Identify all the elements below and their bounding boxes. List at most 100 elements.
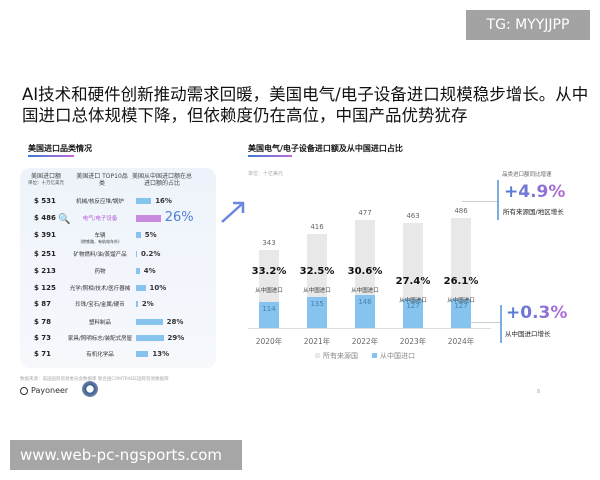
category-panel [20,168,216,368]
share-bar [136,351,149,357]
import-amount: $ 73 [34,334,52,342]
category-name: 珍珠/宝石/金属/硬币 [60,300,140,308]
share-label: 26.1% 从中国进口 [436,276,486,306]
year-label: 2021年 [303,337,331,346]
share-percent: 33.2% [251,266,287,277]
category-name: 矿物燃料/油/蒸馏产品 [60,250,140,258]
china-value-label: 127 [454,302,468,311]
category-name: 车辆 (除铁路、有轨电车外) [60,231,140,245]
import-amount: $ 87 [34,300,52,308]
category-label: 矿物燃料/油/蒸馏产品 [73,252,127,258]
category-row: $ 125 光学/照相/技术/医疗器械 10% [0,284,220,298]
category-row: $ 87 珍珠/宝石/金属/硬币 2% [0,300,220,314]
bar-china [403,299,423,328]
growth-divider [500,305,502,343]
col1-header: 美国进口额 单位：十万亿美元 [20,173,72,187]
share-label: 30.6% 从中国进口 [340,266,390,296]
share-value: 29% [167,334,185,342]
growth-china-value: +0.3% [506,303,568,323]
col1-unit: 单位：十万亿美元 [28,181,64,186]
import-amount: $ 391 [34,231,56,239]
share-bar [136,335,164,341]
category-name: 电气/电子设备 [60,214,140,222]
share-bar [136,232,141,238]
share-value: 13% [152,350,170,358]
legend-swatch [315,353,320,358]
legend-label: 所有来源国 [323,352,358,360]
category-row: $ 486 电气/电子设备 26% [0,210,220,228]
china-value-label: 114 [262,305,276,314]
share-label: 27.4% 从中国进口 [388,276,438,306]
legend-item: 所有来源国 [315,351,358,361]
total-value-label: 343 [262,239,276,248]
category-label: 机械/核反应堆/锅炉 [76,199,124,205]
total-value-label: 477 [358,209,372,218]
col2-header: 美国进口 TOP10品类 [76,173,128,187]
tg-badge: TG: MYYJJPP [466,10,590,40]
import-amount: $ 78 [34,318,52,326]
year-label: 2020年 [255,337,283,346]
payoneer-logo: Payoneer [20,386,68,395]
share-label: 33.2% 从中国进口 [244,266,294,296]
leader-line [470,322,500,323]
left-heading: 美国进口品类情况 [28,144,92,153]
source-note: 数据来源：美国国际贸易委员会数据库 联合国COMTRADE国际贸易数据库 [20,377,169,382]
share-label: 32.5% 从中国进口 [292,266,342,296]
growth-all-label: 所有来源国/地区增长 [503,208,564,216]
china-value-label: 127 [406,302,420,311]
category-row: $ 531 机械/核反应堆/锅炉 16% [0,197,220,211]
brand-name: Payoneer [31,386,69,395]
legend-label: 从中国进口 [380,352,415,360]
leader-line [462,201,497,202]
share-value: 26% [164,210,194,225]
category-label: 电气/电子设备 [82,216,118,222]
category-row: $ 213 药物 4% [0,267,220,281]
year-label: 2024年 [447,337,475,346]
share-caption: 从中国进口 [399,298,427,304]
magnifier-icon: 🔍 [58,214,71,225]
china-value-label: 146 [358,298,372,306]
growth-divider [497,180,499,220]
chart-baseline [248,328,491,329]
share-percent: 32.5% [299,266,335,277]
share-value: 16% [155,197,172,205]
category-name: 家具/照明标志/装配式房屋 [60,334,140,342]
heading-underline [28,155,74,157]
share-bar [136,215,161,222]
share-bar [136,251,137,257]
category-label: 塑料制品 [88,320,111,326]
total-value-label: 486 [454,207,468,216]
import-amount: $ 251 [34,250,56,258]
category-row: $ 391 车辆 (除铁路、有轨电车外) 5% [0,231,220,245]
share-value: 10% [149,284,167,292]
arrow-icon [221,201,245,223]
legend-swatch [372,353,377,358]
chart-legend: 所有来源国 从中国进口 [315,351,415,361]
bar-china [451,299,471,328]
share-bar [136,268,140,274]
category-label: 车辆 [94,233,106,239]
chart-title-underline [248,155,292,157]
import-amount: $ 213 [34,267,56,275]
import-amount: $ 71 [34,350,52,358]
share-percent: 27.4% [395,276,431,287]
logo-circle-icon [20,386,28,395]
category-row: $ 73 家具/照明标志/装配式房屋 29% [0,334,220,348]
category-label: 珍珠/宝石/金属/硬币 [75,302,125,308]
share-value: 0.2% [141,250,161,258]
bar-china [355,295,375,328]
category-label: 有机化学品 [86,352,114,358]
china-value-label: 135 [310,300,324,309]
total-value-label: 463 [406,212,420,221]
col1-title: 美国进口额 [30,173,61,180]
year-label: 2022年 [351,337,379,346]
year-label: 2023年 [399,337,427,346]
legend-item: 从中国进口 [372,351,415,361]
category-name: 有机化学品 [60,350,140,358]
growth-china-label: 从中国进口增长 [505,330,551,338]
category-name: 塑料制品 [60,318,140,326]
growth-heading: 品类进口额同比增速 [502,172,552,178]
import-amount: $ 125 [34,284,56,292]
category-label: 家具/照明标志/装配式房屋 [67,336,133,342]
institution-seal [82,381,98,397]
